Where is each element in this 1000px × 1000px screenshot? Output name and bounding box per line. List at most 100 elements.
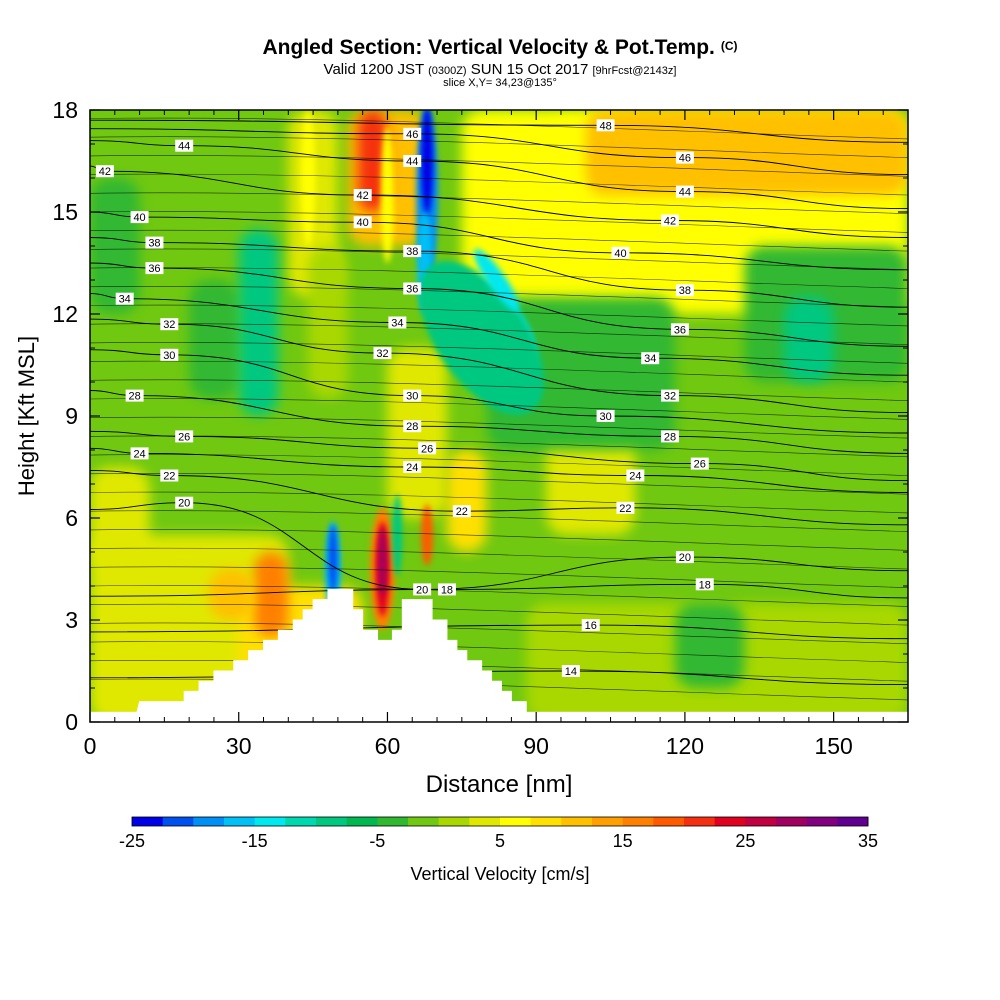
chart-subtitle: Valid 1200 JST (0300Z) SUN 15 Oct 2017 [… [323,61,677,78]
theta-contour-minor [90,622,908,645]
slice-info: slice X,Y= 34,23@135° [443,77,557,89]
theta-contour-48 [90,119,908,143]
contour-label-34: 34 [641,352,660,365]
colorbar-tick-label: 35 [858,831,878,851]
theta-contour-minor [90,603,908,626]
theta-contour-minor [90,173,908,196]
colorbar: -25 -15 -5 5 15 25 35 [119,816,878,851]
colorbar-swatch [592,817,624,826]
contour-label-text: 40 [357,217,369,229]
y-tick-label: 15 [52,199,78,225]
contour-label-text: 16 [585,620,597,632]
theta-contour-minor [90,192,908,214]
contour-label-text: 32 [664,391,676,403]
contour-label-32: 32 [661,389,680,403]
contour-label-44: 44 [675,185,694,199]
contour-label-20: 20 [413,583,432,596]
contour-label-28: 28 [125,389,144,403]
contour-label-30: 30 [403,389,422,403]
contour-label-text: 18 [441,584,453,596]
contour-label-text: 26 [178,431,190,443]
contour-label-26: 26 [418,442,437,455]
colorbar-tick-label: 25 [735,831,755,851]
contour-label-text: 14 [565,666,577,678]
colorbar-swatch [500,817,532,826]
theta-contour-minor [90,155,908,177]
colorbar-swatch [714,817,746,826]
colorbar-swatch [837,817,869,826]
contour-label-text: 46 [406,129,418,141]
theta-contour-minor [90,529,908,551]
colorbar-swatch [530,817,562,826]
colorbar-swatch [622,817,654,826]
colorbar-swatch [377,817,409,826]
y-tick-label: 6 [65,505,78,531]
contour-label-30: 30 [596,410,615,423]
contour-label-text: 24 [133,448,145,460]
contour-label-text: 38 [679,285,691,297]
colorbar-tick-label: 5 [495,831,505,851]
theta-contour-minor [90,136,908,158]
theta-contour-minor [90,398,908,420]
contour-label-38: 38 [403,245,422,258]
contour-label-24: 24 [403,461,422,474]
contour-label-text: 28 [406,421,418,433]
contour-label-text: 24 [629,471,641,483]
terrain [90,588,908,722]
x-tick-label: 0 [84,733,97,759]
x-tick-label: 150 [814,733,852,759]
contour-label-42: 42 [353,189,372,202]
theta-contour-minor [90,585,908,607]
colorbar-swatch [469,817,501,826]
theta-contour-minor [90,473,908,495]
colorbar-swatch [162,817,194,826]
colorbar-swatch [132,817,164,826]
contour-label-46: 46 [675,151,694,165]
x-tick-label: 30 [226,733,252,759]
colorbar-swatch [254,817,286,826]
contour-label-34: 34 [115,292,134,306]
theta-contour-18 [90,583,908,599]
contour-label-32: 32 [373,347,392,360]
contour-label-24: 24 [626,469,645,483]
colorbar-tick-label: 15 [613,831,633,851]
contour-label-text: 44 [679,187,691,199]
y-tick-label: 18 [52,97,78,123]
contour-label-26: 26 [690,457,709,471]
y-tick-label: 9 [65,403,78,429]
contour-label-text: 38 [148,238,160,250]
theta-contour-minor [90,379,908,401]
contour-label-text: 44 [178,141,190,153]
x-tick-label: 60 [375,733,401,759]
y-axis-label: Height [Kft MSL] [14,336,39,496]
contour-label-24: 24 [130,447,149,460]
contour-label-text: 20 [416,584,428,596]
colorbar-swatch [684,817,716,826]
colorbar-swatch [653,817,685,826]
contour-label-22: 22 [160,469,179,483]
theta-contour-minor [90,323,908,345]
colorbar-tick-label: -15 [242,831,268,851]
contour-label-text: 20 [679,552,691,564]
colorbar-tick-label: -25 [119,831,145,851]
theta-contour-minor [90,117,908,140]
contour-label-text: 20 [178,498,190,510]
contour-label-text: 30 [163,350,175,362]
contour-label-28: 28 [661,430,680,443]
contour-label-40: 40 [611,246,630,260]
theta-contour-minor [90,304,908,327]
theta-contour-minor [90,248,908,271]
contour-label-18: 18 [437,583,456,596]
contour-label-16: 16 [581,619,600,632]
colorbar-swatch [438,817,470,826]
theta-contour-46 [90,128,908,176]
contour-label-text: 28 [128,391,140,403]
contour-label-text: 36 [406,284,418,296]
colorbar-label: Vertical Velocity [cm/s] [410,864,589,884]
contour-label-46: 46 [403,127,422,141]
contour-label-32: 32 [160,318,179,331]
theta-contour-16 [90,624,908,640]
theta-contour-minor [90,566,908,588]
contour-label-38: 38 [675,284,694,297]
contour-label-text: 26 [421,443,433,455]
